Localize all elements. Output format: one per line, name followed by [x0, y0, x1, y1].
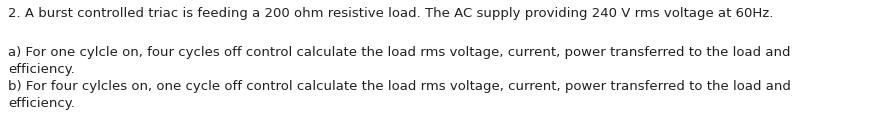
Text: a) For one cylcle on, four cycles off control calculate the load rms voltage, cu: a) For one cylcle on, four cycles off co… — [8, 46, 789, 59]
Text: efficiency.: efficiency. — [8, 97, 75, 110]
Text: efficiency.: efficiency. — [8, 63, 75, 76]
Text: b) For four cylcles on, one cycle off control calculate the load rms voltage, cu: b) For four cylcles on, one cycle off co… — [8, 80, 790, 93]
Text: 2. A burst controlled triac is feeding a 200 ohm resistive load. The AC supply p: 2. A burst controlled triac is feeding a… — [8, 7, 773, 20]
